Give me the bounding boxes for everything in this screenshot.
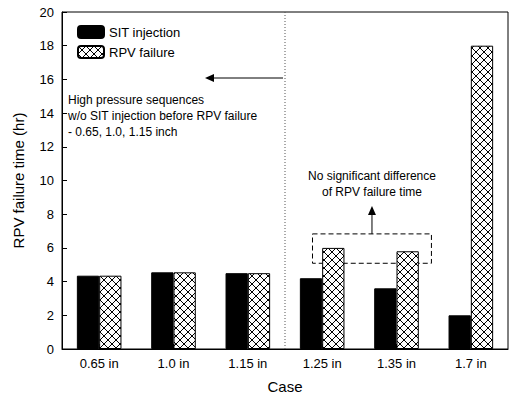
svg-text:18: 18 <box>40 38 54 53</box>
svg-text:of RPV failure time: of RPV failure time <box>322 185 422 199</box>
svg-text:1.35 in: 1.35 in <box>377 356 416 371</box>
svg-text:1.0 in: 1.0 in <box>158 356 190 371</box>
svg-text:0: 0 <box>47 342 54 357</box>
svg-text:High pressure sequences: High pressure sequences <box>68 93 204 107</box>
svg-text:Case: Case <box>267 378 302 395</box>
svg-text:12: 12 <box>40 139 54 154</box>
svg-text:1.15 in: 1.15 in <box>228 356 267 371</box>
svg-text:10: 10 <box>40 173 54 188</box>
svg-text:16: 16 <box>40 72 54 87</box>
svg-text:2: 2 <box>47 308 54 323</box>
svg-text:1.7 in: 1.7 in <box>455 356 487 371</box>
svg-text:RPV failure: RPV failure <box>109 45 175 60</box>
svg-text:No significant difference: No significant difference <box>308 169 436 183</box>
svg-text:14: 14 <box>40 106 54 121</box>
svg-text:8: 8 <box>47 207 54 222</box>
svg-text:1.25 in: 1.25 in <box>303 356 342 371</box>
svg-text:w/o SIT injection before RPV f: w/o SIT injection before RPV failure <box>67 109 258 123</box>
svg-text:0.65 in: 0.65 in <box>80 356 119 371</box>
svg-text:RPV failure time (hr): RPV failure time (hr) <box>10 113 27 249</box>
svg-text:6: 6 <box>47 240 54 255</box>
svg-text:- 0.65, 1.0, 1.15 inch: - 0.65, 1.0, 1.15 inch <box>68 125 177 139</box>
svg-text:SIT injection: SIT injection <box>109 25 180 40</box>
svg-text:20: 20 <box>40 5 54 20</box>
svg-text:4: 4 <box>47 274 54 289</box>
